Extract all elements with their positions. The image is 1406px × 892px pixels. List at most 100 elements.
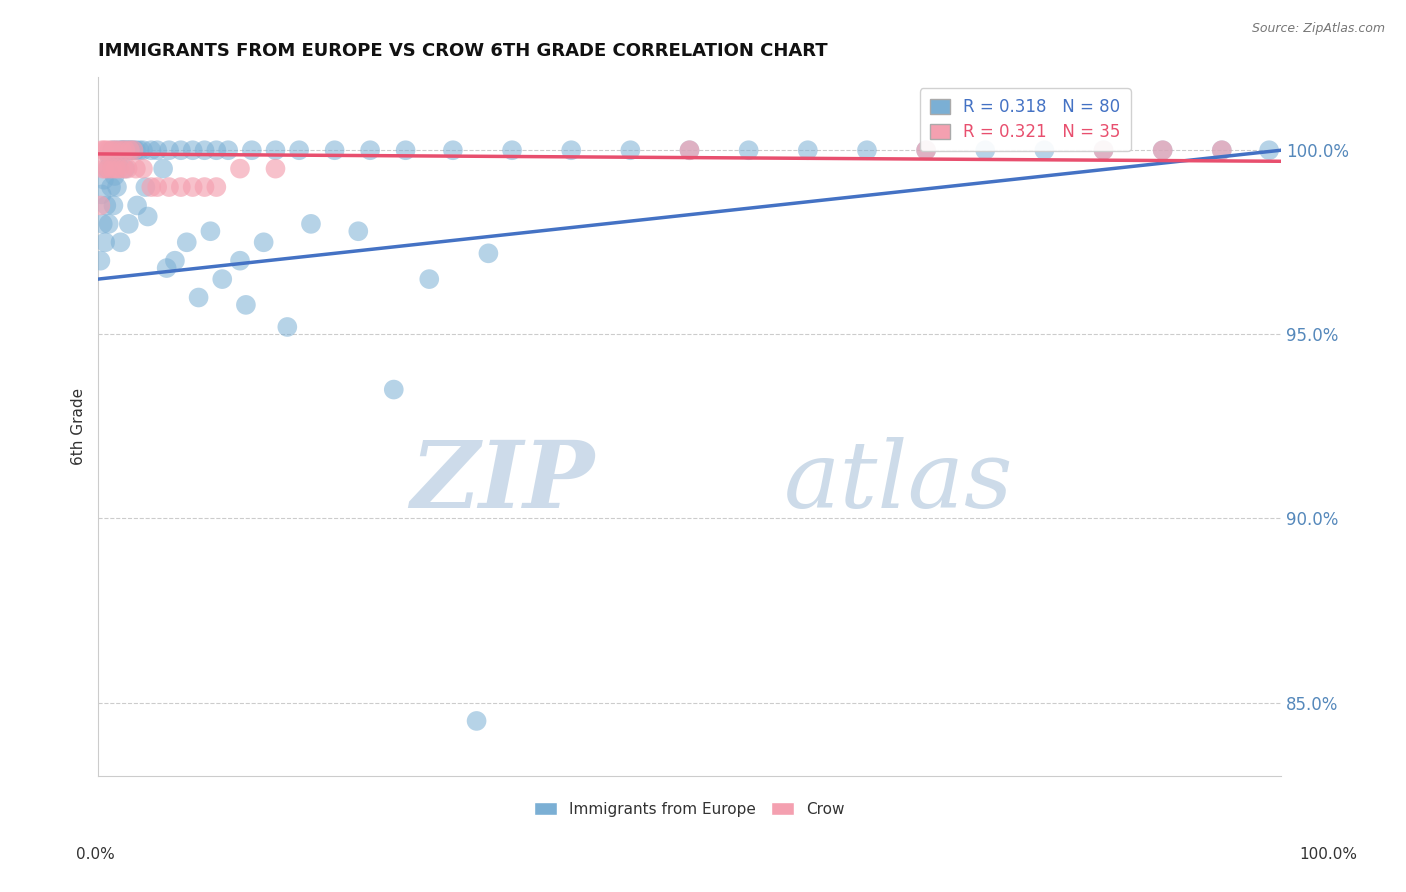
Point	[678, 143, 700, 157]
Point	[122, 143, 145, 157]
Point	[89, 198, 111, 212]
Point	[1211, 143, 1233, 157]
Point	[89, 253, 111, 268]
Point	[217, 143, 239, 157]
Point	[501, 143, 523, 157]
Point	[112, 143, 135, 157]
Point	[229, 253, 252, 268]
Point	[176, 235, 198, 250]
Point	[229, 161, 252, 176]
Point	[96, 143, 118, 157]
Point	[114, 143, 136, 157]
Point	[104, 143, 127, 157]
Point	[211, 272, 233, 286]
Point	[1152, 143, 1174, 157]
Point	[117, 143, 139, 157]
Point	[108, 143, 131, 157]
Point	[915, 143, 938, 157]
Point	[170, 143, 193, 157]
Point	[465, 714, 488, 728]
Point	[299, 217, 322, 231]
Point	[235, 298, 257, 312]
Point	[101, 143, 124, 157]
Y-axis label: 6th Grade: 6th Grade	[72, 388, 86, 465]
Point	[94, 161, 117, 176]
Point	[96, 198, 118, 212]
Point	[856, 143, 879, 157]
Point	[441, 143, 464, 157]
Point	[112, 161, 135, 176]
Point	[134, 180, 156, 194]
Point	[101, 161, 124, 176]
Point	[477, 246, 499, 260]
Point	[187, 291, 209, 305]
Point	[146, 143, 169, 157]
Point	[288, 143, 311, 157]
Point	[118, 217, 141, 231]
Point	[93, 172, 115, 186]
Point	[98, 143, 121, 157]
Text: 100.0%: 100.0%	[1299, 847, 1358, 862]
Point	[1092, 143, 1115, 157]
Text: Source: ZipAtlas.com: Source: ZipAtlas.com	[1251, 22, 1385, 36]
Point	[1092, 143, 1115, 157]
Point	[118, 143, 141, 157]
Point	[114, 161, 136, 176]
Point	[120, 143, 142, 157]
Point	[128, 143, 150, 157]
Point	[103, 198, 125, 212]
Legend: Immigrants from Europe, Crow: Immigrants from Europe, Crow	[526, 794, 852, 824]
Point	[91, 161, 114, 176]
Point	[181, 180, 204, 194]
Point	[152, 161, 174, 176]
Point	[205, 143, 228, 157]
Point	[974, 143, 997, 157]
Point	[96, 161, 118, 176]
Point	[125, 198, 148, 212]
Point	[156, 261, 179, 276]
Point	[394, 143, 416, 157]
Point	[111, 143, 134, 157]
Point	[359, 143, 381, 157]
Point	[97, 161, 120, 176]
Point	[253, 235, 276, 250]
Point	[110, 235, 132, 250]
Point	[915, 143, 938, 157]
Point	[104, 161, 127, 176]
Point	[163, 253, 186, 268]
Point	[105, 180, 128, 194]
Point	[170, 180, 193, 194]
Text: ZIP: ZIP	[411, 437, 595, 527]
Point	[157, 143, 180, 157]
Point	[200, 224, 222, 238]
Point	[240, 143, 263, 157]
Point	[136, 210, 159, 224]
Point	[90, 187, 112, 202]
Point	[125, 143, 148, 157]
Point	[103, 143, 125, 157]
Point	[560, 143, 582, 157]
Point	[115, 143, 138, 157]
Text: 0.0%: 0.0%	[76, 847, 115, 862]
Point	[97, 217, 120, 231]
Point	[91, 217, 114, 231]
Point	[619, 143, 641, 157]
Point	[108, 161, 131, 176]
Point	[117, 161, 139, 176]
Point	[323, 143, 346, 157]
Point	[141, 180, 163, 194]
Point	[132, 161, 155, 176]
Point	[105, 143, 128, 157]
Point	[100, 180, 122, 194]
Point	[1152, 143, 1174, 157]
Point	[111, 143, 134, 157]
Point	[264, 161, 287, 176]
Point	[264, 143, 287, 157]
Point	[1211, 143, 1233, 157]
Point	[678, 143, 700, 157]
Point	[797, 143, 820, 157]
Point	[122, 143, 145, 157]
Point	[181, 143, 204, 157]
Point	[193, 143, 215, 157]
Point	[418, 272, 440, 286]
